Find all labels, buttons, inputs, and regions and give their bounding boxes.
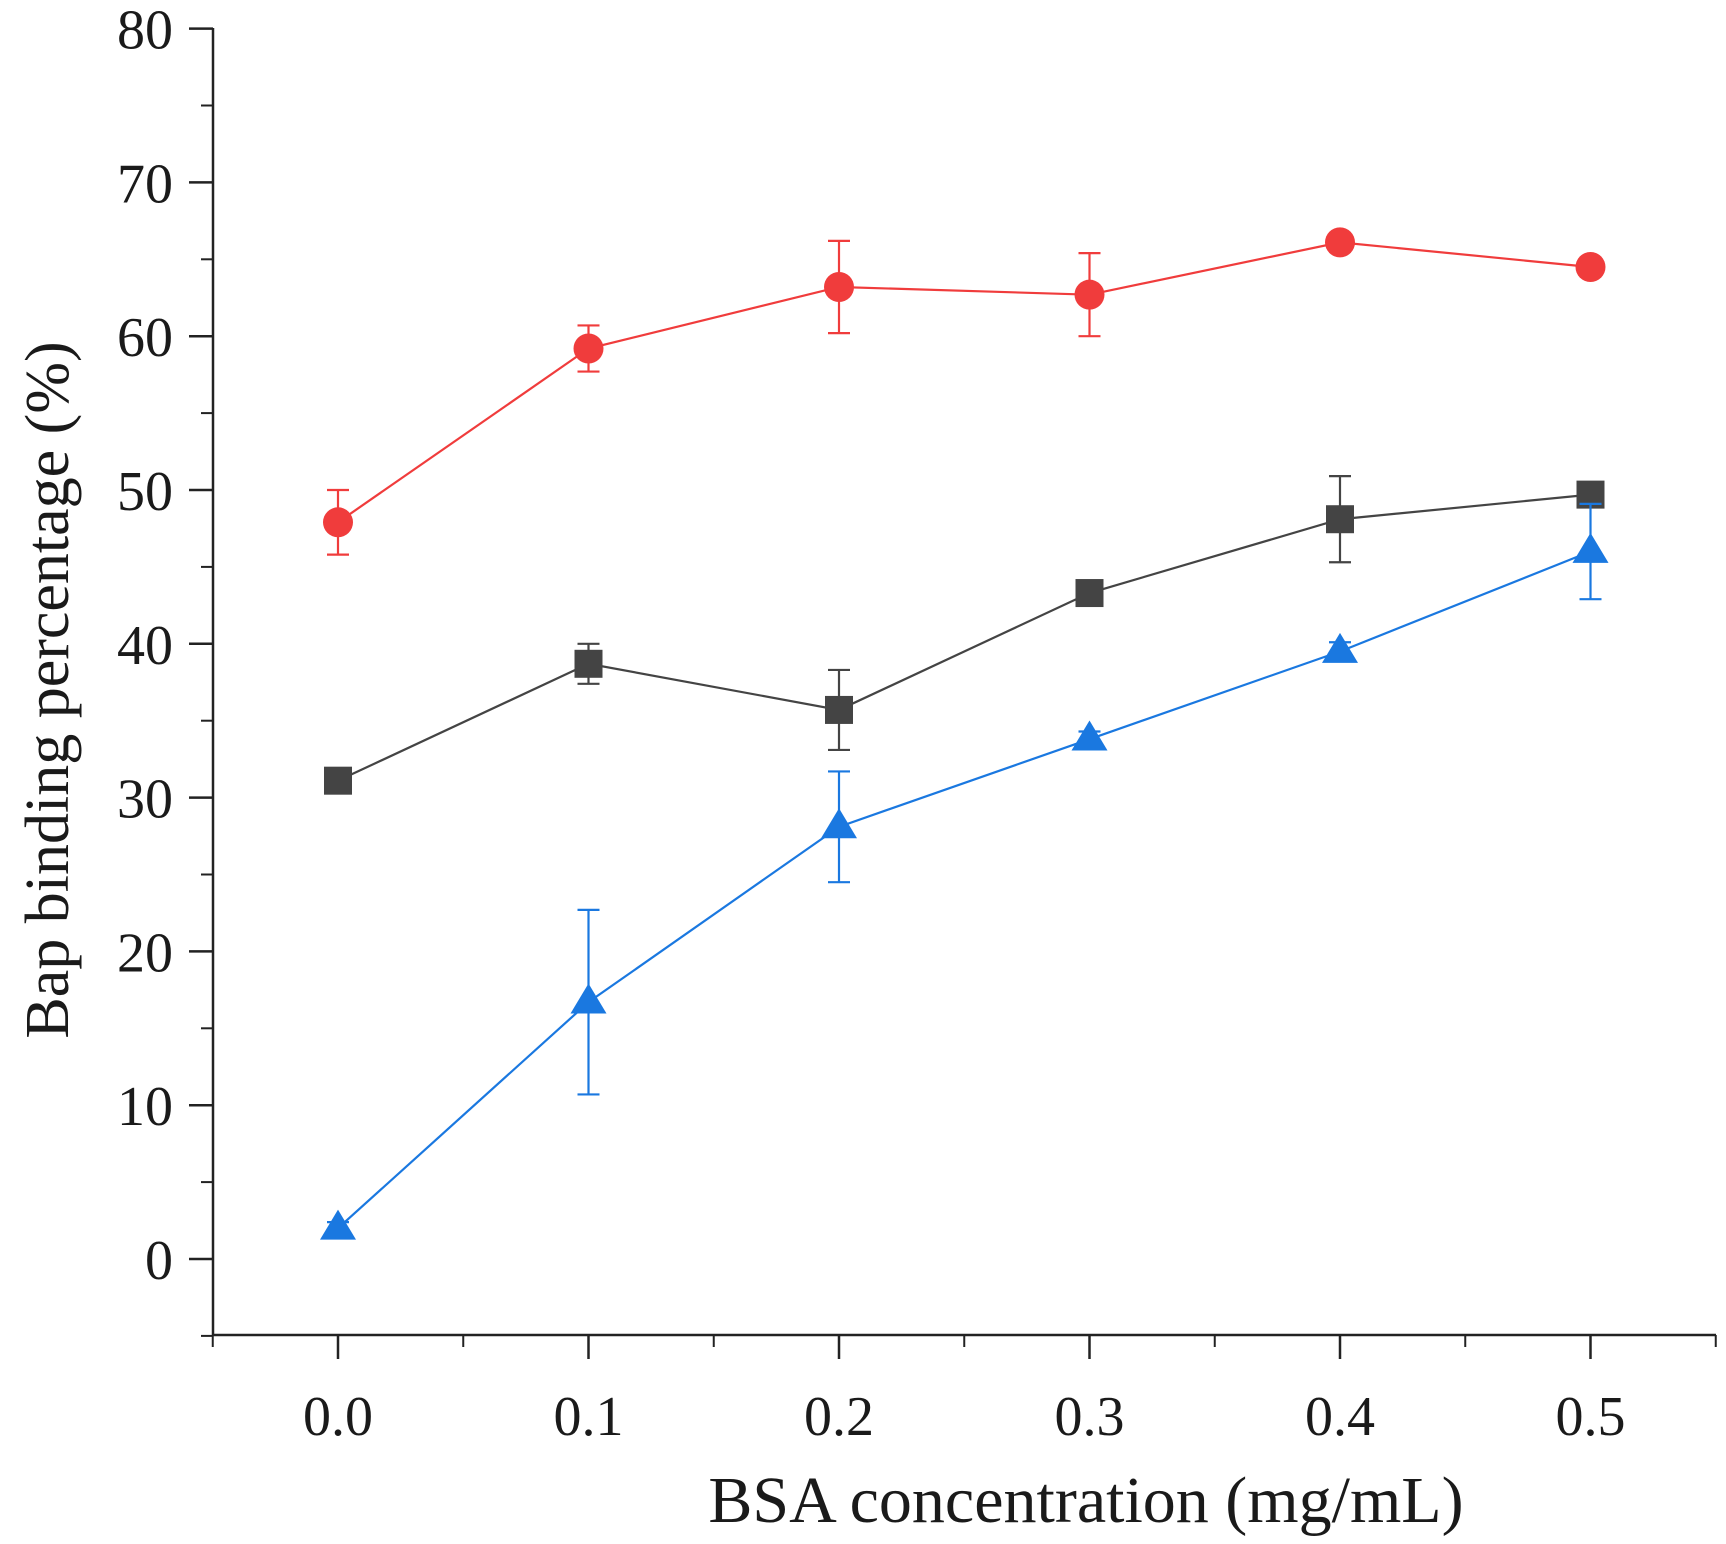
y-tick-label: 30 (117, 769, 173, 831)
x-tick-label: 0.1 (554, 1386, 624, 1448)
data-point (821, 808, 857, 839)
data-point (1575, 251, 1606, 282)
x-tick-label: 0.2 (804, 1386, 874, 1448)
y-tick-label: 0 (145, 1230, 173, 1292)
data-point (1322, 632, 1358, 663)
series-circle (323, 227, 1606, 556)
x-tick-label: 0.5 (1556, 1386, 1626, 1448)
series-square (324, 475, 1605, 795)
data-point (574, 649, 603, 678)
x-axis-title: BSA concentration (mg/mL) (708, 1464, 1463, 1537)
data-point (1572, 532, 1609, 563)
y-tick-label: 20 (117, 922, 173, 984)
y-tick-label: 50 (117, 461, 173, 523)
data-point (1074, 279, 1105, 310)
data-point (570, 983, 607, 1014)
y-tick-label: 80 (117, 0, 173, 62)
series-triangle (320, 502, 1609, 1240)
data-point (825, 695, 853, 724)
data-point (573, 333, 604, 364)
series-line (337, 550, 1591, 1230)
data-point (1326, 505, 1354, 534)
y-tick-label: 70 (117, 153, 173, 215)
x-tick-label: 0.3 (1055, 1386, 1125, 1448)
series-line (337, 493, 1591, 782)
y-axis-title: Bap binding percentage (%) (14, 341, 82, 1038)
y-tick-label: 60 (117, 307, 173, 369)
series-layer (320, 227, 1609, 1240)
data-point (324, 766, 352, 795)
data-point (320, 1209, 356, 1240)
data-point (1325, 227, 1355, 258)
x-tick-label: 0.0 (303, 1386, 373, 1448)
y-tick-label: 10 (117, 1076, 173, 1138)
x-tick-label: 0.4 (1305, 1386, 1375, 1448)
y-tick-label: 40 (117, 615, 173, 677)
axes: 0 10 20 30 40 50 60 70 80 0.0 0.1 0.2 0.3 0.4 0.5 (117, 0, 1717, 1448)
data-point (323, 507, 353, 538)
series-line (337, 241, 1591, 524)
data-point (1071, 720, 1108, 751)
data-point (824, 271, 854, 302)
data-point (1075, 579, 1104, 608)
